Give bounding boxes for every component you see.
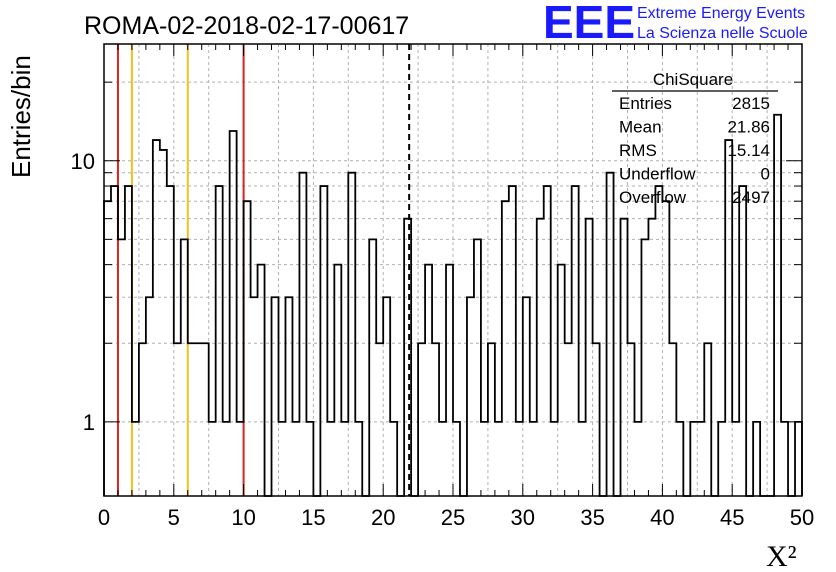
chart-title: ROMA-02-2018-02-17-00617 — [84, 12, 409, 40]
y-tick-label: 1 — [83, 410, 95, 435]
x-tick-label: 20 — [371, 505, 395, 530]
x-tick-label: 25 — [441, 505, 465, 530]
x-tick-label: 10 — [231, 505, 255, 530]
stats-value: 0 — [761, 165, 770, 184]
stats-value: 15.14 — [727, 141, 770, 160]
marker-lines — [116, 44, 411, 496]
histogram-line — [103, 113, 803, 497]
x-tick-label: 5 — [168, 505, 180, 530]
stats-label: RMS — [619, 141, 657, 160]
stats-label: Entries — [619, 94, 672, 113]
stats-value: 2497 — [732, 188, 770, 207]
stats-value: 2815 — [732, 94, 770, 113]
x-tick-label: 35 — [580, 505, 604, 530]
stats-title: ChiSquare — [653, 70, 733, 89]
axis-ticks — [103, 44, 803, 496]
x-tick-label: 0 — [98, 505, 110, 530]
y-axis-label: Entries/bin — [6, 55, 36, 178]
stats-label: Underflow — [619, 165, 696, 184]
x-tick-label: 40 — [650, 505, 674, 530]
x-axis-label: X² — [766, 540, 797, 572]
stats-value: 21.86 — [727, 118, 770, 137]
logo-line-1: Extreme Energy Events — [637, 5, 805, 22]
stats-box: ChiSquare Entries 2815 Mean 21.86 RMS 15.14 Un… — [612, 70, 778, 207]
eee-logo: EEE Extreme Energy Events La Scienza nel… — [543, 0, 808, 48]
logo-mark: EEE — [543, 0, 635, 48]
tick-labels: 0 5 10 15 20 25 30 35 40 45 50 1 10 — [71, 149, 815, 530]
x-tick-label: 15 — [301, 505, 325, 530]
x-tick-label: 45 — [720, 505, 744, 530]
x-tick-label: 30 — [511, 505, 535, 530]
y-tick-label: 10 — [71, 149, 95, 174]
x-tick-label: 50 — [790, 505, 814, 530]
stats-label: Overflow — [619, 188, 687, 207]
stats-label: Mean — [619, 118, 662, 137]
logo-line-2: La Scienza nelle Scuole — [637, 25, 808, 42]
